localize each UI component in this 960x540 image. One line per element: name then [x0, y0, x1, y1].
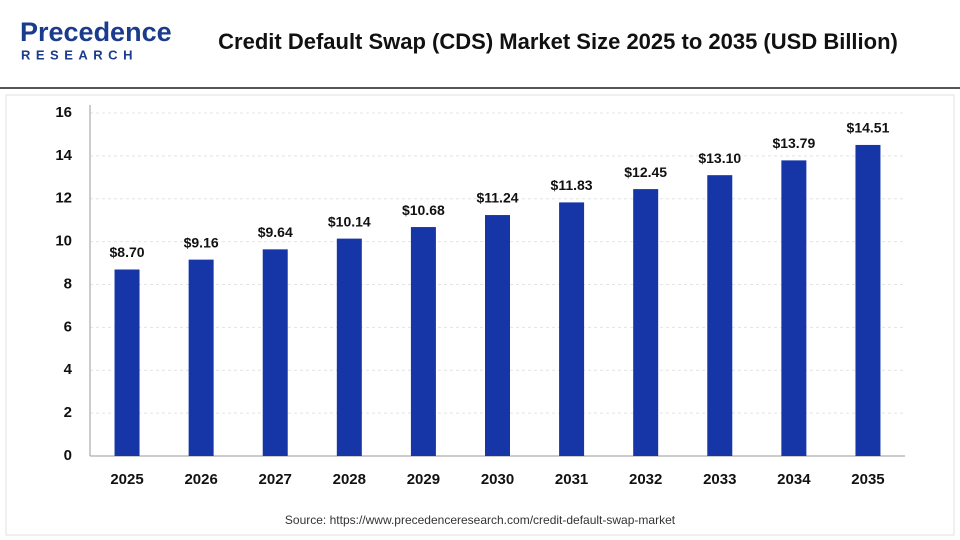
x-tick-label: 2033: [703, 471, 736, 488]
y-tick-label: 14: [55, 147, 72, 164]
x-tick-label: 2035: [851, 471, 884, 488]
data-label: $13.10: [698, 150, 741, 166]
bar: [485, 215, 510, 456]
bar: [336, 238, 362, 456]
bar: [410, 227, 436, 456]
data-label: $9.16: [184, 234, 219, 250]
y-tick-label: 8: [64, 275, 72, 292]
y-tick-label: 16: [55, 104, 72, 121]
y-tick-label: 0: [64, 447, 72, 464]
bar: [559, 202, 585, 456]
data-label: $11.83: [551, 177, 593, 193]
data-label: $11.24: [476, 190, 518, 206]
data-label: $10.68: [402, 202, 445, 218]
y-tick-label: 12: [55, 190, 72, 207]
data-label: $13.79: [772, 135, 815, 151]
bar: [114, 269, 140, 456]
x-tick-label: 2031: [555, 471, 588, 488]
x-tick-label: 2028: [333, 471, 366, 488]
x-tick-label: 2029: [407, 471, 440, 488]
data-label: $12.45: [624, 164, 667, 180]
x-tick-label: 2026: [184, 471, 217, 488]
x-tick-label: 2034: [777, 471, 811, 488]
y-tick-label: 4: [64, 361, 73, 378]
data-label: $10.14: [328, 213, 371, 229]
bar: [855, 144, 881, 456]
bar: [633, 189, 659, 456]
x-tick-label: 2025: [110, 471, 143, 488]
x-tick-label: 2030: [481, 471, 514, 488]
bar: [262, 249, 288, 456]
x-tick-label: 2027: [259, 471, 292, 488]
logo-tagline: RESEARCH: [21, 47, 138, 62]
bar: [188, 259, 214, 456]
bar: [781, 160, 807, 456]
bar: [707, 175, 733, 456]
chart-frame: [5, 94, 955, 536]
x-tick-label: 2032: [629, 471, 662, 488]
logo-name: Precedence: [20, 17, 172, 47]
y-tick-label: 6: [64, 318, 72, 335]
chart-title: Credit Default Swap (CDS) Market Size 20…: [218, 29, 898, 54]
data-label: $14.51: [847, 120, 890, 136]
source: Source: https://www.precedenceresearch.c…: [285, 513, 676, 527]
data-label: $8.70: [110, 244, 145, 260]
y-tick-label: 2: [64, 404, 72, 421]
data-label: $9.64: [258, 224, 293, 240]
y-tick-label: 10: [55, 233, 72, 250]
